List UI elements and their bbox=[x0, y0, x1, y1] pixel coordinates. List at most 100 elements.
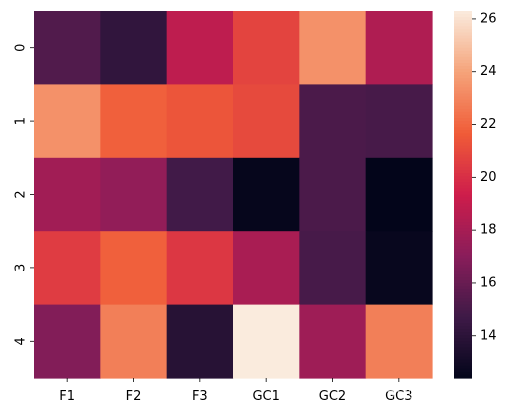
colorbar-strip bbox=[454, 160, 472, 165]
colorbar-strip bbox=[454, 243, 472, 248]
colorbar-strip bbox=[454, 105, 472, 110]
colorbar-strip bbox=[454, 240, 472, 245]
colorbar: 14 16 18 20 22 24 26 bbox=[454, 11, 497, 379]
heatmap-cell-r3-F2 bbox=[100, 231, 168, 306]
colorbar-strip bbox=[454, 62, 472, 67]
colorbar-strip bbox=[454, 319, 472, 324]
heatmap-cell-r3-GC2 bbox=[299, 231, 367, 306]
x-tick-label: F3 bbox=[192, 389, 208, 404]
heatmap-cell-r4-F2 bbox=[100, 304, 168, 379]
colorbar-strip bbox=[454, 292, 472, 297]
heatmap-cell-r4-F3 bbox=[166, 304, 234, 379]
heatmap-cell-r1-F3 bbox=[166, 84, 234, 159]
heatmap-cell-r4-GC3 bbox=[365, 304, 433, 379]
colorbar-strip bbox=[454, 81, 472, 85]
colorbar-tick-label: 20 bbox=[480, 170, 497, 185]
colorbar-strip bbox=[454, 47, 472, 52]
colorbar-strip bbox=[454, 267, 472, 272]
y-tick-label: 0 bbox=[14, 44, 29, 52]
colorbar-strip bbox=[454, 41, 472, 46]
colorbar-strip bbox=[454, 108, 472, 113]
colorbar-tick-label: 26 bbox=[480, 11, 497, 26]
colorbar-strip bbox=[454, 359, 472, 364]
x-axis-ticks: F1 F2 F3 GC1 GC2 GC3 bbox=[59, 378, 413, 404]
colorbar-strip bbox=[454, 142, 472, 147]
colorbar-strip bbox=[454, 197, 472, 202]
x-tick-label: GC3 bbox=[385, 389, 412, 404]
heatmap-cell-r1-F1 bbox=[34, 84, 101, 159]
colorbar-strip bbox=[454, 90, 472, 95]
heatmap-cell-r0-F3 bbox=[166, 11, 234, 85]
colorbar-strip bbox=[454, 114, 472, 119]
colorbar-strip bbox=[454, 341, 472, 345]
heatmap-cell-r0-F1 bbox=[34, 11, 101, 85]
heatmap-cell-r0-GC2 bbox=[299, 11, 367, 85]
colorbar-strip bbox=[454, 286, 472, 290]
y-tick-label: 1 bbox=[14, 117, 29, 125]
colorbar-strip bbox=[454, 255, 472, 260]
heatmap-cell-r2-F3 bbox=[166, 157, 234, 232]
colorbar-strip bbox=[454, 212, 472, 217]
heatmap-cell-r0-GC1 bbox=[233, 11, 300, 85]
colorbar-strip bbox=[454, 87, 472, 92]
colorbar-strip bbox=[454, 310, 472, 315]
colorbar-strip bbox=[454, 206, 472, 211]
colorbar-strip bbox=[454, 347, 472, 352]
colorbar-strip bbox=[454, 234, 472, 238]
colorbar-strip bbox=[454, 218, 472, 223]
colorbar-strip bbox=[454, 102, 472, 107]
colorbar-strip bbox=[454, 209, 472, 214]
colorbar-strip bbox=[454, 23, 472, 27]
colorbar-strip bbox=[454, 264, 472, 269]
heatmap-cell-r3-GC3 bbox=[365, 231, 433, 306]
colorbar-strip bbox=[454, 316, 472, 321]
colorbar-strip bbox=[454, 72, 472, 76]
colorbar-strip bbox=[454, 121, 472, 125]
colorbar-strip bbox=[454, 148, 472, 153]
heatmap-cell-r3-F1 bbox=[34, 231, 101, 306]
colorbar-strip bbox=[454, 353, 472, 358]
x-tick-label: F1 bbox=[59, 389, 75, 404]
colorbar-strip bbox=[454, 258, 472, 263]
colorbar-strip bbox=[454, 44, 472, 49]
heatmap-cell-r4-F1 bbox=[34, 304, 101, 379]
colorbar-strip bbox=[454, 69, 472, 73]
colorbar-strip bbox=[454, 249, 472, 254]
colorbar-tick-label: 24 bbox=[480, 64, 497, 79]
colorbar-strip bbox=[454, 374, 472, 379]
colorbar-strip bbox=[454, 118, 472, 122]
colorbar-strip bbox=[454, 124, 472, 128]
heatmap-cell-r3-F3 bbox=[166, 231, 234, 306]
colorbar-strip bbox=[454, 191, 472, 196]
heatmap-cell-r2-F2 bbox=[100, 157, 168, 232]
colorbar-strip bbox=[454, 356, 472, 361]
colorbar-strip bbox=[454, 362, 472, 367]
colorbar-strip bbox=[454, 329, 472, 333]
y-tick-label: 4 bbox=[14, 337, 29, 345]
heatmap-cell-r0-F2 bbox=[100, 11, 168, 85]
heatmap-cell-r0-GC3 bbox=[365, 11, 433, 85]
y-tick-label: 3 bbox=[14, 264, 29, 272]
colorbar-strip bbox=[454, 38, 472, 43]
x-tick-label: F2 bbox=[126, 389, 142, 404]
heatmap-cell-r1-GC3 bbox=[365, 84, 433, 159]
x-tick-label: GC1 bbox=[252, 389, 279, 404]
colorbar-strip bbox=[454, 215, 472, 220]
colorbar-strip bbox=[454, 289, 472, 293]
colorbar-strip bbox=[454, 20, 472, 24]
colorbar-strip bbox=[454, 322, 472, 327]
colorbar-strip bbox=[454, 261, 472, 266]
colorbar-strip bbox=[454, 66, 472, 70]
colorbar-strip bbox=[454, 26, 472, 30]
colorbar-strip bbox=[454, 335, 472, 339]
colorbar-strip bbox=[454, 200, 472, 205]
y-axis-ticks: 0 1 2 3 4 bbox=[14, 44, 34, 345]
heatmap-cells bbox=[34, 11, 433, 379]
heatmap-cell-r2-GC1 bbox=[233, 157, 300, 232]
colorbar-strip bbox=[454, 75, 472, 79]
colorbar-strip bbox=[454, 32, 472, 37]
colorbar-strip bbox=[454, 163, 472, 168]
colorbar-strip bbox=[454, 136, 472, 141]
colorbar-strip bbox=[454, 228, 472, 232]
